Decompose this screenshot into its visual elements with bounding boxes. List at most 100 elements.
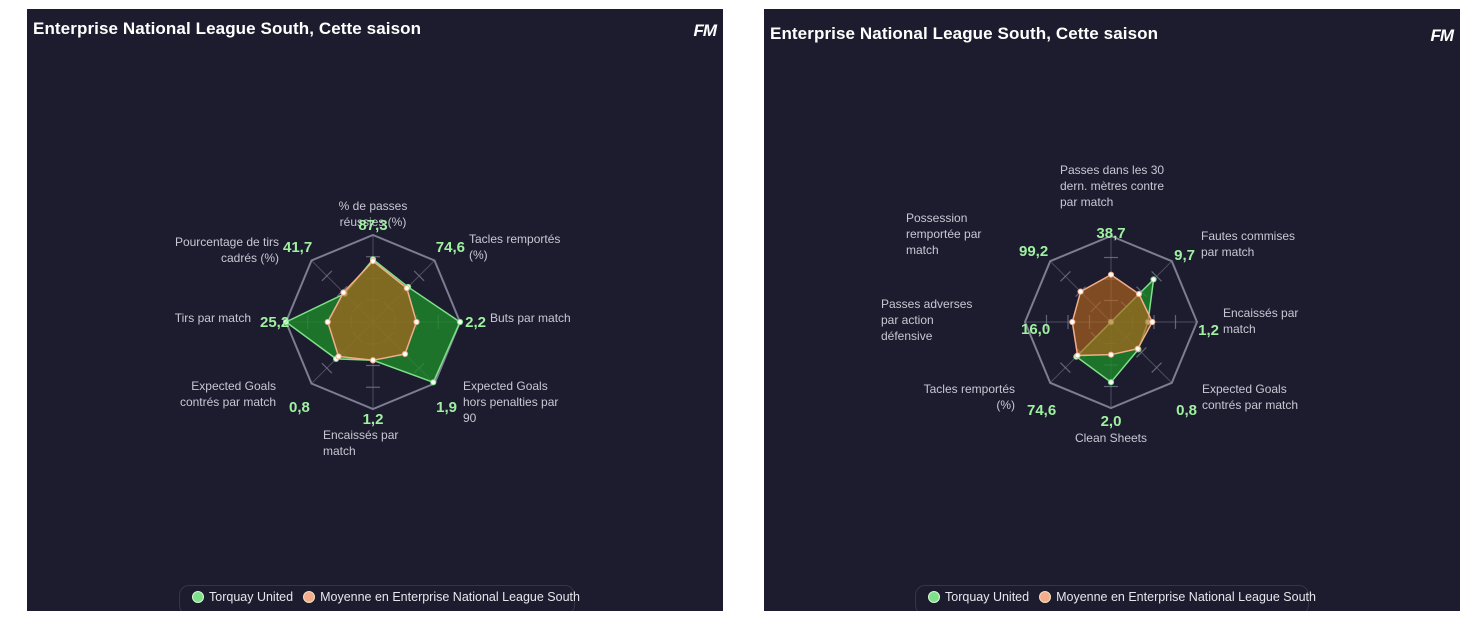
average-series-point [1107, 351, 1115, 358]
radar-ring-tick [1060, 362, 1071, 373]
axis-value-label: 74,6 [1027, 402, 1056, 419]
average-series-point [1149, 318, 1156, 326]
axis-label-line: Tacles remportés [469, 232, 560, 246]
axis-value-label: 38,7 [1096, 225, 1125, 242]
axis-value-label: 1,9 [436, 399, 457, 416]
axis-label-line: Buts par match [490, 311, 571, 325]
axis-label: Fautes commises par match [1201, 229, 1295, 259]
axis-value-label: 2,0 [1101, 413, 1122, 430]
legend-label: Moyenne en Enterprise National League So… [1056, 590, 1316, 604]
average-series-point [401, 350, 409, 358]
axis-label-line: (%) [469, 248, 488, 262]
average-series-point [413, 318, 420, 326]
average-series-point [1069, 318, 1076, 326]
axis-label: Possession remportée par match [906, 211, 981, 257]
axis-label-line: Tacles remportés [924, 382, 1015, 396]
axis-label-line: par match [1201, 245, 1254, 259]
axis-label-line: Pourcentage de tirs [175, 235, 279, 249]
axis-label-line: Encaissés par [323, 428, 398, 442]
radar-ring-tick [1060, 271, 1071, 282]
axis-label: Tacles remportés (%) [924, 382, 1015, 412]
average-series-point [403, 285, 410, 292]
axis-label: Encaissés par match [1223, 306, 1298, 336]
chart-title: Enterprise National League South, Cette … [33, 19, 422, 38]
axis-label-line: par action [881, 313, 934, 327]
legend-label: Torquay United [209, 590, 294, 604]
axis-label-line: contrés par match [180, 395, 276, 409]
axis-label-line: 90 [463, 411, 477, 425]
fm-logo: FM [693, 21, 717, 40]
axis-label: Expected Goals contrés par match [1202, 382, 1298, 412]
axis-label-line: % de passes [339, 199, 408, 213]
axis-label: Passes adverses par action défensive [881, 297, 972, 343]
axis-label-line: match [1223, 322, 1256, 336]
axis-label-line: Possession [906, 211, 967, 225]
axis-label: Buts par match [490, 311, 571, 325]
axis-value-label: 1,2 [363, 411, 384, 428]
team-series-point [430, 379, 437, 386]
average-color-dot [303, 591, 316, 603]
legend-label: Torquay United [945, 590, 1030, 604]
legend: Torquay United Moyenne en Enterprise Nat… [915, 585, 1316, 611]
average-series-area [1071, 273, 1154, 357]
axis-value-label: 25,2 [260, 314, 289, 331]
team-color-dot [928, 591, 940, 603]
axis-label-line: cadrés (%) [221, 251, 279, 265]
radar-ring-tick [1151, 362, 1162, 373]
axis-label-line: Tirs par match [175, 311, 251, 325]
average-series-point [324, 318, 331, 326]
axis-label: Expected Goals contrés par match [180, 379, 276, 409]
team-series-point [282, 318, 290, 326]
average-series-point [1134, 345, 1141, 352]
axis-label-line: Encaissés par [1223, 306, 1298, 320]
legend-item-team[interactable]: Torquay United [928, 590, 1029, 604]
axis-label-line: défensive [881, 329, 933, 343]
legend-item-team[interactable]: Torquay United [192, 590, 293, 604]
axis-value-label: 0,8 [1176, 402, 1197, 419]
axis-label-line: par match [1060, 195, 1113, 209]
radar-ring-tick [413, 270, 425, 282]
team-series-point [1107, 379, 1115, 386]
axis-label-line: Clean Sheets [1075, 431, 1147, 445]
average-series-point [335, 353, 342, 360]
radar-ring-tick [321, 270, 333, 282]
axis-label-line: Passes dans les 30 [1060, 163, 1164, 177]
average-series-point [369, 357, 377, 364]
average-series-point [1135, 290, 1143, 298]
axis-label: Expected Goals hors penalties par 90 [463, 379, 558, 425]
axis-label-line: Passes adverses [881, 297, 972, 311]
axis-value-label: 87,3 [358, 217, 387, 234]
axis-label: Tirs par match [175, 311, 251, 325]
average-series-point [1107, 271, 1115, 278]
legend-item-average[interactable]: Moyenne en Enterprise National League So… [1039, 590, 1316, 604]
average-series-point [1077, 288, 1084, 295]
axis-value-label: 41,7 [283, 239, 312, 256]
axis-label-line: Fautes commises [1201, 229, 1295, 243]
axis-value-label: 16,0 [1021, 321, 1050, 338]
average-series-point [1074, 352, 1081, 359]
axis-label: Pourcentage de tirs cadrés (%) [175, 235, 279, 265]
axis-value-label: 0,8 [289, 399, 310, 416]
radar-ring-tick [1151, 271, 1162, 282]
team-series-point [456, 318, 464, 326]
average-series-point [369, 258, 377, 265]
average-series-point [340, 289, 347, 296]
axis-label: Encaissés par match [323, 428, 398, 458]
axis-label-line: match [906, 243, 939, 257]
axis-value-label: 99,2 [1019, 243, 1048, 260]
axis-value-label: 1,2 [1198, 322, 1219, 339]
radar-ring-tick [321, 362, 333, 374]
axis-label-line: dern. mètres contre [1060, 179, 1164, 193]
axis-label-line: Expected Goals [191, 379, 276, 393]
axis-value-label: 74,6 [436, 239, 465, 256]
legend-label: Moyenne en Enterprise National League So… [320, 590, 580, 604]
axis-label-line: match [323, 444, 356, 458]
axis-label-line: (%) [996, 398, 1015, 412]
axis-value-label: 9,7 [1174, 247, 1195, 264]
legend-item-average[interactable]: Moyenne en Enterprise National League So… [303, 590, 580, 604]
radar-chart: Passes dans les 30 dern. mètres contre par… [881, 163, 1298, 445]
fm-logo: FM [1430, 26, 1454, 45]
axis-label: Clean Sheets [1075, 431, 1147, 445]
axis-label-line: Expected Goals [1202, 382, 1287, 396]
radar-panel-right: Enterprise National League South, Cette … [764, 9, 1460, 611]
